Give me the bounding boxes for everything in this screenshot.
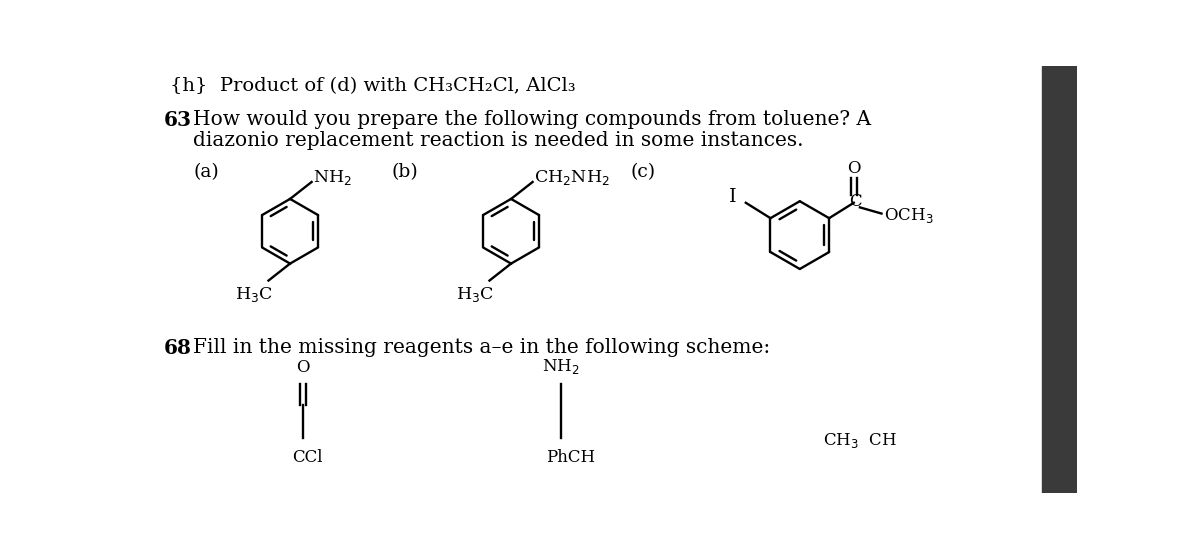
Text: H$_3$C: H$_3$C bbox=[456, 285, 493, 304]
Text: I: I bbox=[728, 188, 737, 206]
Text: CCl: CCl bbox=[293, 449, 323, 466]
Text: How would you prepare the following compounds from toluene? A: How would you prepare the following comp… bbox=[193, 110, 871, 129]
Text: (b): (b) bbox=[391, 163, 419, 182]
Text: CH$_3$  CH: CH$_3$ CH bbox=[823, 432, 898, 450]
Text: PhCH: PhCH bbox=[546, 449, 595, 466]
Text: diazonio replacement reaction is needed in some instances.: diazonio replacement reaction is needed … bbox=[193, 131, 804, 150]
Text: Fill in the missing reagents a–e in the following scheme:: Fill in the missing reagents a–e in the … bbox=[193, 337, 770, 357]
Text: CH$_2$NH$_2$: CH$_2$NH$_2$ bbox=[534, 168, 610, 187]
Text: {h}  Product of (d) with CH₃CH₂Cl, AlCl₃: {h} Product of (d) with CH₃CH₂Cl, AlCl₃ bbox=[170, 77, 576, 95]
Text: 63: 63 bbox=[163, 110, 192, 130]
Text: O: O bbox=[847, 161, 860, 177]
Text: OCH$_3$: OCH$_3$ bbox=[884, 206, 934, 224]
Text: NH$_2$: NH$_2$ bbox=[313, 168, 352, 187]
Text: 68: 68 bbox=[163, 337, 192, 357]
Text: C: C bbox=[850, 193, 862, 210]
Text: NH$_2$: NH$_2$ bbox=[542, 357, 580, 376]
Text: (a): (a) bbox=[193, 163, 218, 182]
Bar bbox=[1043, 66, 1078, 493]
Text: H$_3$C: H$_3$C bbox=[235, 285, 272, 304]
Text: (c): (c) bbox=[630, 163, 655, 182]
Text: O: O bbox=[296, 359, 310, 376]
